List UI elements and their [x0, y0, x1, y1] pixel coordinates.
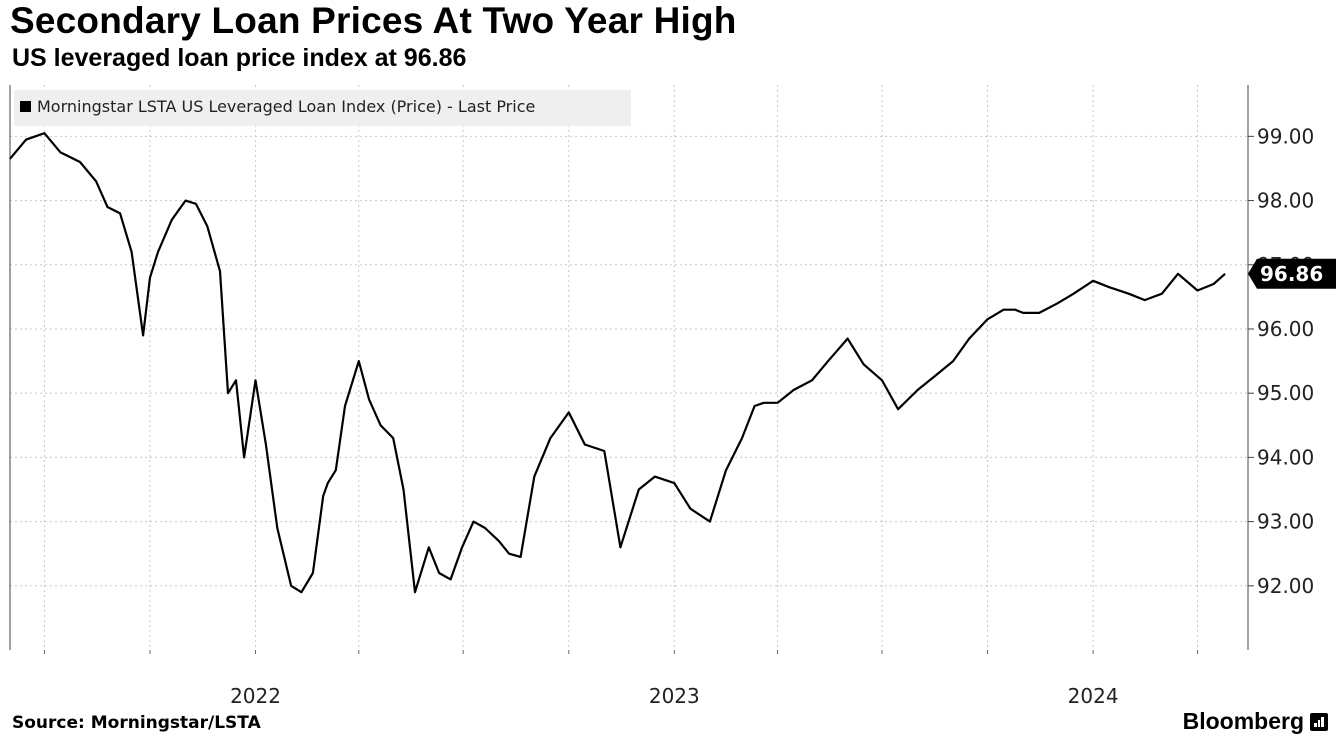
y-tick-label: 94.00 [1257, 445, 1314, 469]
chart-subtitle: US leveraged loan price index at 96.86 [12, 44, 467, 72]
x-tick-label: 2024 [1068, 684, 1119, 708]
legend-box [14, 90, 631, 126]
y-tick-label: 95.00 [1257, 381, 1314, 405]
y-tick-label: 93.00 [1257, 510, 1314, 534]
x-tick-label: 2023 [649, 684, 700, 708]
bloomberg-terminal-icon [1310, 712, 1328, 731]
source-note: Source: Morningstar/LSTA [12, 713, 261, 733]
chart-title: Secondary Loan Prices At Two Year High [10, 0, 737, 41]
y-tick-label: 96.00 [1257, 317, 1314, 341]
last-value-badge [1248, 258, 1336, 289]
last-value-label: 96.86 [1260, 262, 1323, 286]
series-line [9, 132, 1226, 594]
y-tick-label: 99.00 [1257, 124, 1314, 148]
legend-label: Morningstar LSTA US Leveraged Loan Index… [37, 97, 535, 116]
brand-logo: Bloomberg [1183, 708, 1328, 735]
y-tick-label: 92.00 [1257, 574, 1314, 598]
x-tick-label: 2022 [230, 684, 281, 708]
legend-swatch [20, 101, 31, 112]
brand-name: Bloomberg [1182, 708, 1304, 734]
y-tick-label: 98.00 [1257, 189, 1314, 213]
